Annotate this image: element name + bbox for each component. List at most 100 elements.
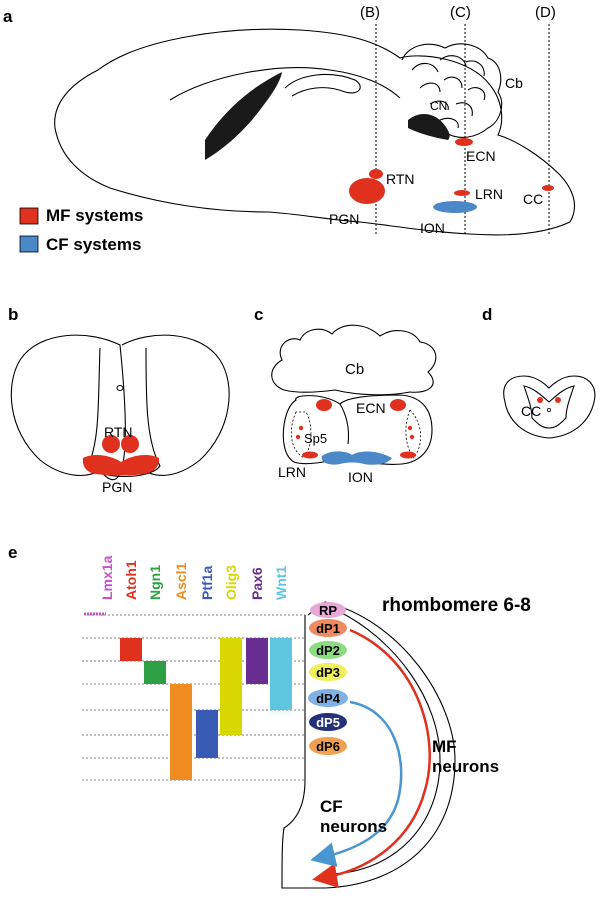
domain-label-dp1: dP1 bbox=[316, 621, 340, 636]
expression-bar-ngn1 bbox=[144, 661, 166, 684]
label-pgn: PGN bbox=[329, 211, 359, 227]
label-cb: Cb bbox=[505, 75, 523, 91]
legend-cf-label: CF systems bbox=[46, 235, 141, 254]
panel-a-label: a bbox=[3, 7, 13, 26]
expression-bar-atoh1 bbox=[120, 638, 142, 661]
red-dot-c-3 bbox=[407, 425, 413, 431]
section-label-b: (B) bbox=[360, 4, 380, 21]
central-canal-b bbox=[116, 385, 124, 391]
cc-d-left bbox=[537, 397, 543, 403]
cc-d-right bbox=[555, 397, 561, 403]
domain-dp4 bbox=[308, 689, 348, 707]
cortex-inner-line bbox=[169, 67, 401, 101]
red-dot-c-2 bbox=[295, 434, 301, 440]
gene-label: Pax6 bbox=[249, 567, 265, 600]
sp5-dotted-outline bbox=[290, 409, 422, 459]
neural-tube-inner bbox=[329, 611, 441, 875]
sagittal-brain-outline bbox=[54, 28, 575, 236]
panel-b: b RTN PGN bbox=[8, 305, 230, 495]
ecn-nucleus bbox=[455, 138, 473, 146]
brainstem-section-outline bbox=[282, 394, 433, 465]
label-cb-c: Cb bbox=[345, 361, 364, 378]
expression-bar-olig3 bbox=[220, 638, 242, 735]
rtn-b-left bbox=[102, 435, 120, 453]
panel-c: c Cb ECN Sp5 LRN ION bbox=[254, 305, 437, 485]
lrn-c-right bbox=[400, 451, 416, 459]
mf-arrow bbox=[312, 628, 431, 888]
ion-c bbox=[321, 451, 392, 465]
label-ion: ION bbox=[420, 220, 445, 236]
mf-label-line1: MF bbox=[432, 737, 457, 756]
expression-bar-ascl1 bbox=[170, 684, 192, 780]
section-label-c: (C) bbox=[450, 4, 471, 21]
coronal-forebrain-outline-right bbox=[121, 334, 230, 476]
domain-dp3 bbox=[309, 663, 347, 681]
legend-cf-swatch bbox=[19, 235, 39, 253]
label-cc: CC bbox=[523, 191, 543, 207]
panel-d-label: d bbox=[482, 305, 492, 324]
label-ecn: ECN bbox=[466, 148, 496, 164]
domain-dp1 bbox=[309, 619, 347, 637]
spinal-gray-matter bbox=[523, 385, 575, 429]
label-lrn-c: LRN bbox=[278, 464, 306, 480]
label-sp5: Sp5 bbox=[304, 431, 327, 446]
lateral-ventricle bbox=[205, 72, 282, 160]
cf-label-line1: CF bbox=[320, 797, 343, 816]
gene-expression-layer: Lmx1a Atoh1 Ngn1 Ascl1 Ptf1a Olig3 Pax6 Wnt1 bbox=[82, 555, 305, 781]
panel-b-label: b bbox=[8, 305, 18, 324]
lrn-nucleus bbox=[454, 190, 470, 196]
panel-e: e rhombomere 6-8 Lmx1a Atoh1 Ngn1 Ascl1 Ptf1… bbox=[8, 543, 531, 889]
expression-bar-pax6 bbox=[246, 638, 268, 684]
domain-label-dp5: dP5 bbox=[316, 715, 340, 730]
expression-bar-ptf1a bbox=[196, 710, 218, 758]
red-dot-c-1 bbox=[298, 425, 304, 431]
label-rtn: RTN bbox=[386, 171, 415, 187]
panel-d: d CC bbox=[482, 305, 596, 439]
gene-label: Wnt1 bbox=[273, 566, 289, 600]
gene-label: Ngn1 bbox=[147, 565, 163, 600]
domain-label-rp: RP bbox=[319, 603, 337, 618]
domain-label-dp4: dP4 bbox=[316, 691, 341, 706]
gene-label: Ascl1 bbox=[173, 562, 189, 600]
hippocampus-line bbox=[284, 73, 361, 97]
legend: MF systems CF systems bbox=[19, 206, 143, 254]
gene-label: Ptf1a bbox=[199, 566, 215, 600]
panel-a: a (B) (C) (D) Cb CN ECN RTN LRN CC P bbox=[3, 4, 575, 254]
section-label-d: (D) bbox=[535, 4, 556, 21]
domain-dp5 bbox=[309, 713, 347, 731]
gene-label: Olig3 bbox=[223, 565, 239, 600]
central-canal-d bbox=[547, 407, 552, 412]
rtn-b-right bbox=[121, 435, 139, 453]
coronal-brainstem-outline bbox=[87, 347, 161, 478]
cc-nucleus bbox=[542, 185, 554, 191]
label-ion-c: ION bbox=[348, 469, 373, 485]
label-lrn: LRN bbox=[475, 186, 503, 202]
rtn-nucleus bbox=[369, 169, 383, 179]
red-dot-c-4 bbox=[409, 434, 415, 440]
panel-c-label: c bbox=[254, 305, 263, 324]
label-cc-d: CC bbox=[521, 403, 541, 419]
legend-mf-label: MF systems bbox=[46, 206, 143, 225]
gene-label: Lmx1a bbox=[99, 555, 115, 600]
gene-label: Atoh1 bbox=[123, 560, 139, 600]
legend-mf-swatch bbox=[19, 207, 39, 225]
domain-rp bbox=[310, 602, 346, 618]
panel-e-label: e bbox=[8, 543, 17, 562]
mf-label-line2: neurons bbox=[432, 757, 499, 776]
neural-tube-outline bbox=[281, 601, 456, 889]
domain-dp6 bbox=[309, 737, 347, 755]
cerebellum-foliation bbox=[401, 43, 503, 138]
pgn-nucleus bbox=[349, 178, 385, 204]
ecn-c-right bbox=[390, 399, 406, 411]
cf-arrow bbox=[310, 700, 403, 867]
fourth-ventricle bbox=[408, 114, 450, 140]
domain-label-dp3: dP3 bbox=[316, 665, 340, 680]
ecn-c-left bbox=[316, 399, 332, 411]
label-rtn-b: RTN bbox=[104, 424, 133, 440]
domain-label-dp6: dP6 bbox=[316, 739, 340, 754]
cerebellum-section-outline bbox=[271, 324, 437, 396]
rhombomere-title: rhombomere 6-8 bbox=[382, 595, 531, 616]
ion-nucleus bbox=[433, 201, 477, 213]
midline-notch bbox=[339, 403, 350, 445]
